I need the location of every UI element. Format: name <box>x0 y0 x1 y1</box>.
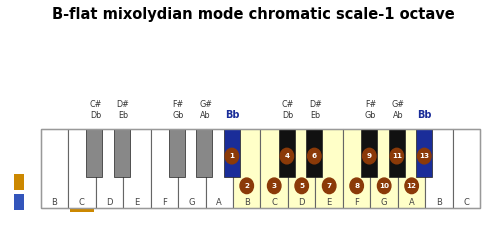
Circle shape <box>390 148 404 164</box>
Bar <box>169 129 185 177</box>
Text: 8: 8 <box>354 183 359 189</box>
Bar <box>398 129 426 208</box>
Text: D: D <box>106 198 113 207</box>
Bar <box>426 129 453 208</box>
Text: 2: 2 <box>244 183 249 189</box>
Text: G: G <box>188 198 195 207</box>
Text: E: E <box>134 198 140 207</box>
Text: C#: C# <box>282 100 294 109</box>
Text: B: B <box>51 198 57 207</box>
Text: Db: Db <box>90 111 101 120</box>
Text: G: G <box>381 198 387 207</box>
Text: F: F <box>354 198 359 207</box>
Text: G#: G# <box>391 100 405 109</box>
Text: D#: D# <box>117 100 129 109</box>
Text: Eb: Eb <box>310 111 321 120</box>
Text: 6: 6 <box>312 153 317 159</box>
Text: E: E <box>326 198 332 207</box>
Circle shape <box>295 178 308 193</box>
Bar <box>41 129 68 208</box>
Bar <box>306 129 322 177</box>
Circle shape <box>307 148 321 164</box>
Bar <box>96 129 123 208</box>
Bar <box>114 129 130 177</box>
Text: 12: 12 <box>407 183 417 189</box>
Text: 4: 4 <box>285 153 289 159</box>
Text: D: D <box>299 198 305 207</box>
Bar <box>315 129 343 208</box>
Circle shape <box>267 178 281 193</box>
Bar <box>279 129 295 177</box>
Text: C: C <box>464 198 469 207</box>
Text: 10: 10 <box>379 183 389 189</box>
Text: B-flat mixolydian mode chromatic scale-1 octave: B-flat mixolydian mode chromatic scale-1… <box>52 7 455 22</box>
Text: 7: 7 <box>326 183 332 189</box>
Text: 1: 1 <box>229 153 234 159</box>
Bar <box>178 129 205 208</box>
Bar <box>205 129 233 208</box>
Text: B: B <box>244 198 250 207</box>
Text: F#: F# <box>365 100 376 109</box>
Text: B: B <box>436 198 442 207</box>
Text: A: A <box>216 198 222 207</box>
Circle shape <box>280 148 294 164</box>
Bar <box>70 208 94 212</box>
Circle shape <box>405 178 418 193</box>
Bar <box>123 129 150 208</box>
Bar <box>416 129 432 177</box>
Bar <box>233 129 261 208</box>
Text: Gb: Gb <box>365 111 376 120</box>
Text: Ab: Ab <box>200 111 211 120</box>
Text: F#: F# <box>172 100 183 109</box>
Text: 11: 11 <box>392 153 402 159</box>
Bar <box>370 129 398 208</box>
Text: D#: D# <box>309 100 322 109</box>
Text: Db: Db <box>283 111 294 120</box>
Bar <box>224 129 240 177</box>
Text: F: F <box>162 198 167 207</box>
Circle shape <box>418 148 431 164</box>
Text: Gb: Gb <box>172 111 183 120</box>
Text: 5: 5 <box>299 183 305 189</box>
Text: Eb: Eb <box>118 111 128 120</box>
Text: 9: 9 <box>367 153 372 159</box>
Bar <box>68 129 96 208</box>
Circle shape <box>225 148 239 164</box>
Bar <box>197 129 212 177</box>
Bar <box>261 129 288 208</box>
Text: 13: 13 <box>419 153 429 159</box>
Circle shape <box>363 148 376 164</box>
Text: Bb: Bb <box>417 110 432 120</box>
Circle shape <box>323 178 336 193</box>
Circle shape <box>240 178 253 193</box>
Text: A: A <box>409 198 414 207</box>
Circle shape <box>350 178 364 193</box>
Text: 3: 3 <box>272 183 277 189</box>
Text: Ab: Ab <box>393 111 403 120</box>
Bar <box>41 129 480 208</box>
Bar <box>453 129 480 208</box>
Bar <box>150 129 178 208</box>
Bar <box>288 129 315 208</box>
Bar <box>361 129 377 177</box>
Text: Bb: Bb <box>225 110 240 120</box>
Text: C: C <box>79 198 85 207</box>
Text: C#: C# <box>89 100 102 109</box>
Bar <box>343 129 370 208</box>
Bar <box>389 129 405 177</box>
Circle shape <box>377 178 391 193</box>
Bar <box>86 129 102 177</box>
Text: C: C <box>271 198 277 207</box>
Text: basicmusictheory.com: basicmusictheory.com <box>4 80 9 145</box>
Text: G#: G# <box>199 100 212 109</box>
